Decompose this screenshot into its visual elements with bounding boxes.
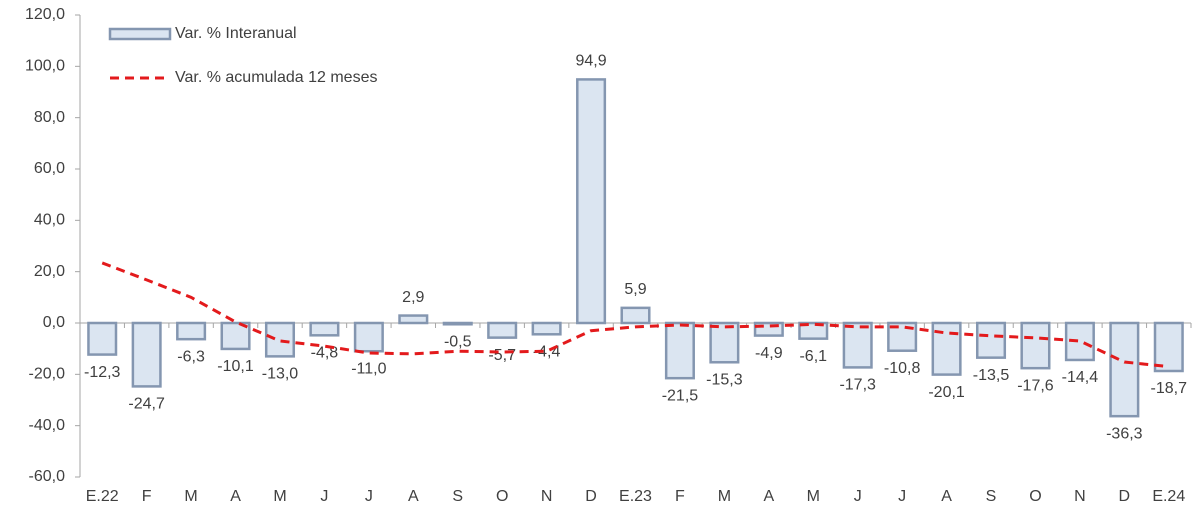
y-tick-label: 40,0 (34, 212, 65, 229)
data-label: -13,0 (262, 366, 299, 383)
y-tick-label: 20,0 (34, 263, 65, 280)
x-tick-label: A (941, 488, 952, 505)
data-label: -15,3 (706, 371, 743, 388)
x-tick-label: E.23 (619, 488, 652, 505)
bar (487, 321, 518, 339)
bar (1153, 321, 1184, 373)
x-tick-label: F (142, 488, 152, 505)
x-tick-label: M (184, 488, 197, 505)
bar (1109, 321, 1140, 418)
x-tick-label: D (1119, 488, 1131, 505)
x-tick-label: E.24 (1152, 488, 1185, 505)
bar (309, 321, 340, 337)
x-tick-label: D (585, 488, 597, 505)
x-tick-label: O (1029, 488, 1041, 505)
x-tick-label: N (541, 488, 553, 505)
x-tick-label: M (273, 488, 286, 505)
bar (264, 321, 296, 358)
bar (798, 321, 829, 340)
data-label: -10,8 (884, 360, 921, 377)
legend-label: Var. % Interanual (175, 25, 297, 42)
data-label: -5,7 (488, 347, 516, 364)
data-label: -0,5 (444, 334, 472, 351)
y-tick-label: -20,0 (29, 366, 66, 383)
bar (531, 321, 562, 336)
data-label: 2,9 (402, 289, 424, 306)
x-tick-label: O (496, 488, 508, 505)
bar (1020, 321, 1051, 370)
bar (842, 321, 873, 369)
x-tick-label: J (854, 488, 862, 505)
data-label: -14,4 (1062, 369, 1099, 386)
data-label: -4,8 (311, 345, 339, 362)
y-tick-label: -60,0 (29, 468, 66, 485)
bar (664, 321, 695, 380)
data-label: -20,1 (928, 384, 965, 401)
data-label: 94,9 (575, 53, 606, 70)
data-label: -24,7 (128, 396, 165, 413)
x-tick-label: A (230, 488, 241, 505)
bar (442, 321, 473, 326)
legend-swatch (108, 27, 172, 41)
data-label: -6,3 (177, 348, 205, 365)
data-label: -6,1 (799, 348, 827, 365)
y-tick-label: 100,0 (25, 58, 65, 75)
line (101, 261, 1169, 369)
x-tick-label: J (365, 488, 373, 505)
data-label: -10,1 (217, 358, 254, 375)
x-tick-label: F (675, 488, 685, 505)
bar (176, 321, 207, 341)
x-tick-label: S (986, 488, 997, 505)
y-tick-label: 120,0 (25, 6, 65, 23)
legend-label: Var. % acumulada 12 meses (175, 69, 377, 86)
bar (398, 314, 429, 325)
x-tick-label: S (452, 488, 463, 505)
y-tick-label: 0,0 (43, 314, 65, 331)
y-tick-label: -40,0 (29, 417, 66, 434)
data-label: -11,0 (351, 360, 386, 377)
x-tick-label: A (763, 488, 774, 505)
y-tick-label: 80,0 (34, 109, 65, 126)
x-tick-label: J (320, 488, 328, 505)
bar (975, 321, 1007, 359)
bar (131, 321, 162, 388)
y-tick-label: 60,0 (34, 160, 65, 177)
data-label: -12,3 (84, 364, 121, 381)
x-tick-label: N (1074, 488, 1086, 505)
bar (353, 321, 384, 353)
data-label: -21,5 (662, 387, 699, 404)
data-label: -13,5 (973, 367, 1010, 384)
data-label: -36,3 (1106, 425, 1143, 442)
bar (576, 78, 607, 325)
x-tick-label: E.22 (86, 488, 119, 505)
bar (620, 306, 651, 325)
data-label: -17,3 (839, 377, 876, 394)
x-tick-label: J (898, 488, 906, 505)
data-label: 5,9 (624, 281, 646, 298)
bar (87, 321, 118, 356)
x-tick-label: M (807, 488, 820, 505)
data-label: -18,7 (1151, 380, 1188, 397)
x-tick-label: A (408, 488, 419, 505)
data-label: -4,9 (755, 345, 783, 362)
x-tick-label: M (718, 488, 731, 505)
bar (709, 321, 740, 364)
data-label: -17,6 (1017, 377, 1054, 394)
